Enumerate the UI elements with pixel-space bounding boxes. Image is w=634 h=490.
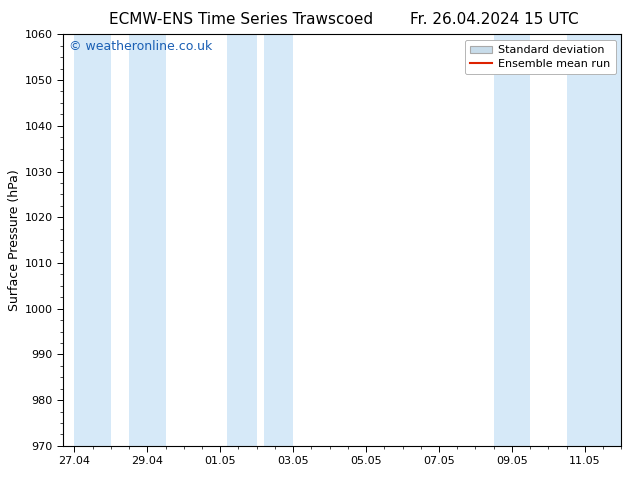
Bar [494, 34, 530, 446]
Text: © weatheronline.co.uk: © weatheronline.co.uk [69, 41, 212, 53]
Bar [567, 34, 621, 446]
Y-axis label: Surface Pressure (hPa): Surface Pressure (hPa) [8, 169, 21, 311]
Legend: Standard deviation, Ensemble mean run: Standard deviation, Ensemble mean run [465, 40, 616, 74]
Text: Fr. 26.04.2024 15 UTC: Fr. 26.04.2024 15 UTC [410, 12, 579, 27]
Bar [228, 34, 257, 446]
Text: ECMW-ENS Time Series Trawscoed: ECMW-ENS Time Series Trawscoed [109, 12, 373, 27]
Bar [129, 34, 165, 446]
Bar [74, 34, 111, 446]
Bar [264, 34, 293, 446]
